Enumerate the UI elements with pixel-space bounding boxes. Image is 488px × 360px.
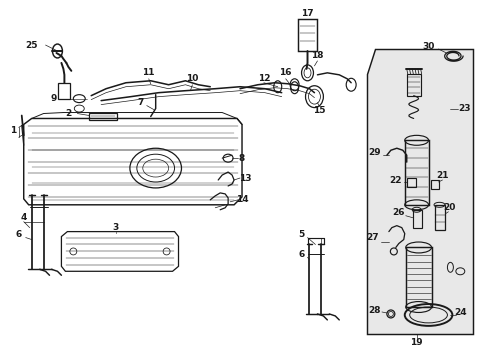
- Text: 24: 24: [453, 309, 466, 318]
- Bar: [406, 178, 415, 187]
- Text: 16: 16: [279, 68, 291, 77]
- Text: 12: 12: [257, 74, 269, 83]
- Bar: [89, 113, 117, 121]
- Bar: [412, 210, 421, 228]
- Bar: [434, 205, 445, 230]
- Bar: [59, 83, 70, 99]
- Bar: [297, 19, 317, 51]
- Bar: [404, 140, 427, 205]
- Text: 8: 8: [239, 154, 244, 163]
- Text: 2: 2: [65, 109, 71, 118]
- Text: 28: 28: [368, 306, 381, 315]
- Text: 19: 19: [409, 338, 422, 347]
- Text: 23: 23: [457, 104, 469, 113]
- Text: 18: 18: [310, 51, 323, 60]
- Text: 9: 9: [50, 94, 57, 103]
- Bar: [405, 247, 431, 307]
- Text: 1: 1: [10, 126, 16, 135]
- Text: 30: 30: [422, 41, 434, 50]
- Bar: [406, 74, 420, 96]
- Text: 6: 6: [298, 250, 304, 259]
- Polygon shape: [366, 49, 472, 334]
- Text: 17: 17: [301, 9, 313, 18]
- Text: 22: 22: [389, 176, 401, 185]
- Text: 6: 6: [16, 230, 22, 239]
- Text: 4: 4: [20, 213, 27, 222]
- Text: 15: 15: [312, 106, 325, 115]
- Text: 13: 13: [238, 174, 251, 183]
- Text: 11: 11: [142, 68, 155, 77]
- Text: 7: 7: [137, 98, 143, 107]
- Text: 26: 26: [392, 208, 404, 217]
- Text: 29: 29: [368, 148, 381, 157]
- Text: 10: 10: [186, 74, 198, 83]
- Text: 21: 21: [435, 171, 448, 180]
- Bar: [429, 180, 439, 189]
- Text: 14: 14: [235, 195, 248, 204]
- Text: 20: 20: [442, 203, 455, 212]
- Text: 5: 5: [298, 230, 304, 239]
- Text: 27: 27: [366, 233, 379, 242]
- Text: 25: 25: [25, 41, 38, 50]
- Text: 3: 3: [113, 223, 119, 232]
